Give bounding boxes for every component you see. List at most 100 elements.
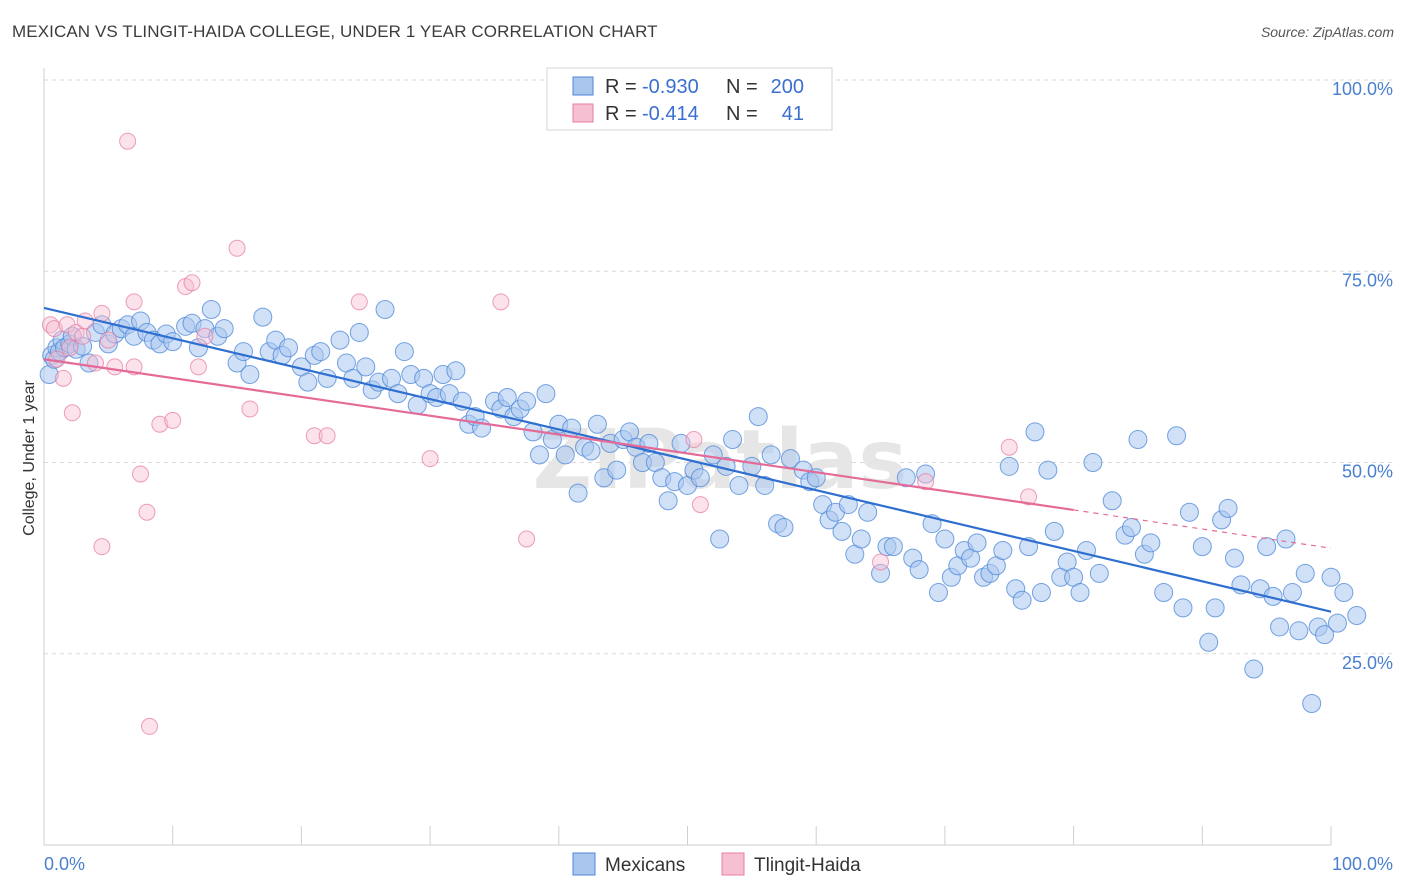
- legend-r-label: R =: [605, 103, 637, 125]
- data-point-tlingit-haida: [189, 358, 207, 376]
- legend-n-label: N =: [726, 103, 758, 125]
- data-point-tlingit-haida: [421, 450, 439, 468]
- data-point-tlingit-haida: [119, 132, 137, 150]
- data-point-mexicans: [658, 491, 678, 511]
- series-legend-swatch-mexicans: [572, 852, 596, 876]
- data-point-tlingit-haida: [141, 717, 159, 735]
- data-point-mexicans: [993, 540, 1013, 560]
- data-point-mexicans: [607, 460, 627, 480]
- series-legend-swatch-tlingit-haida: [721, 852, 745, 876]
- data-point-tlingit-haida: [164, 411, 182, 429]
- data-point-mexicans: [761, 445, 781, 465]
- data-point-tlingit-haida: [183, 274, 201, 292]
- trendline-tlingit-haida-extension: [1073, 509, 1332, 549]
- data-point-mexicans: [568, 483, 588, 503]
- data-point-mexicans: [1173, 598, 1193, 618]
- data-point-mexicans: [1141, 533, 1161, 553]
- data-point-mexicans: [999, 456, 1019, 476]
- data-point-tlingit-haida: [691, 496, 709, 514]
- data-point-mexicans: [1083, 453, 1103, 472]
- data-point-mexicans: [723, 430, 743, 450]
- legend-box: [546, 67, 833, 131]
- data-point-mexicans: [1044, 521, 1064, 541]
- data-point-tlingit-haida: [196, 327, 214, 345]
- legend-swatch-tlingit-haida: [572, 103, 594, 123]
- legend-r-value-mexicans: -0.930: [642, 76, 699, 98]
- data-point-tlingit-haida: [350, 293, 368, 311]
- data-point-mexicans: [375, 300, 395, 319]
- y-tick-label: 75.0%: [1342, 270, 1393, 290]
- data-point-tlingit-haida: [45, 320, 63, 338]
- data-point-mexicans: [710, 529, 730, 549]
- data-point-mexicans: [1076, 540, 1096, 560]
- data-point-mexicans: [298, 372, 318, 392]
- data-point-mexicans: [581, 441, 601, 461]
- data-point-mexicans: [1070, 583, 1090, 603]
- data-point-tlingit-haida: [228, 239, 246, 257]
- data-point-mexicans: [909, 560, 929, 580]
- x-tick-labels: 0.0% 100.0%: [44, 854, 1393, 874]
- data-point-mexicans: [240, 365, 260, 385]
- data-point-mexicans: [774, 518, 794, 538]
- data-point-tlingit-haida: [93, 538, 111, 556]
- source-credit: Source: ZipAtlas.com: [1260, 24, 1394, 40]
- data-point-tlingit-haida: [74, 327, 92, 345]
- y-tick-labels: 25.0% 50.0% 75.0% 100.0%: [1332, 79, 1393, 673]
- data-point-mexicans: [748, 407, 768, 427]
- data-point-mexicans: [928, 583, 948, 603]
- legend-n-label: N =: [726, 76, 758, 98]
- data-point-tlingit-haida: [305, 427, 323, 445]
- data-point-mexicans: [1205, 598, 1225, 618]
- legend-n-value-tlingit-haida: 41: [782, 103, 804, 125]
- series-mexicans: [39, 300, 1367, 713]
- data-point-mexicans: [555, 445, 575, 465]
- data-point-tlingit-haida: [132, 465, 150, 483]
- data-point-mexicans: [1102, 491, 1122, 511]
- data-point-mexicans: [1321, 567, 1341, 587]
- data-point-tlingit-haida: [917, 473, 935, 491]
- data-point-mexicans: [517, 391, 537, 411]
- data-point-mexicans: [1347, 606, 1367, 625]
- data-point-mexicans: [1167, 426, 1187, 446]
- data-point-mexicans: [1025, 422, 1045, 442]
- data-point-mexicans: [690, 468, 710, 488]
- data-point-mexicans: [529, 445, 549, 465]
- legend: R = -0.930 N = 200 R = -0.414 N = 41: [546, 67, 833, 131]
- y-tick-label: 100.0%: [1332, 79, 1393, 99]
- data-point-mexicans: [317, 368, 337, 388]
- data-point-mexicans: [349, 322, 369, 342]
- y-tick-label: 50.0%: [1342, 462, 1393, 482]
- data-point-mexicans: [729, 475, 749, 495]
- data-point-tlingit-haida: [63, 404, 81, 422]
- x-tick-label: 0.0%: [44, 854, 85, 874]
- data-point-tlingit-haida: [492, 293, 510, 311]
- legend-r-label: R =: [605, 76, 637, 98]
- data-point-mexicans: [446, 361, 466, 381]
- data-point-mexicans: [1128, 430, 1148, 450]
- data-point-mexicans: [163, 332, 183, 352]
- data-point-mexicans: [1270, 617, 1290, 637]
- data-point-mexicans: [1327, 613, 1347, 633]
- data-point-mexicans: [1031, 583, 1051, 603]
- data-point-mexicans: [1282, 583, 1302, 603]
- data-point-mexicans: [330, 330, 350, 350]
- y-axis-label: College, Under 1 year: [21, 380, 38, 536]
- data-point-mexicans: [755, 475, 775, 495]
- data-point-mexicans: [1334, 583, 1354, 603]
- data-point-mexicans: [214, 319, 234, 339]
- data-point-mexicans: [838, 495, 858, 515]
- data-point-mexicans: [1244, 659, 1264, 679]
- legend-r-value-tlingit-haida: -0.414: [642, 103, 699, 125]
- trendline-tlingit-haida: [43, 358, 1074, 512]
- data-point-mexicans: [1199, 632, 1219, 652]
- data-point-mexicans: [1224, 548, 1244, 568]
- data-point-mexicans: [536, 384, 556, 404]
- data-point-mexicans: [497, 387, 517, 407]
- data-point-mexicans: [1276, 529, 1296, 549]
- data-point-mexicans: [858, 502, 878, 522]
- data-point-mexicans: [1315, 625, 1335, 645]
- data-point-tlingit-haida: [93, 304, 111, 322]
- chart-title: MEXICAN VS TLINGIT-HAIDA COLLEGE, UNDER …: [12, 22, 658, 41]
- x-tick-label: 100.0%: [1332, 854, 1393, 874]
